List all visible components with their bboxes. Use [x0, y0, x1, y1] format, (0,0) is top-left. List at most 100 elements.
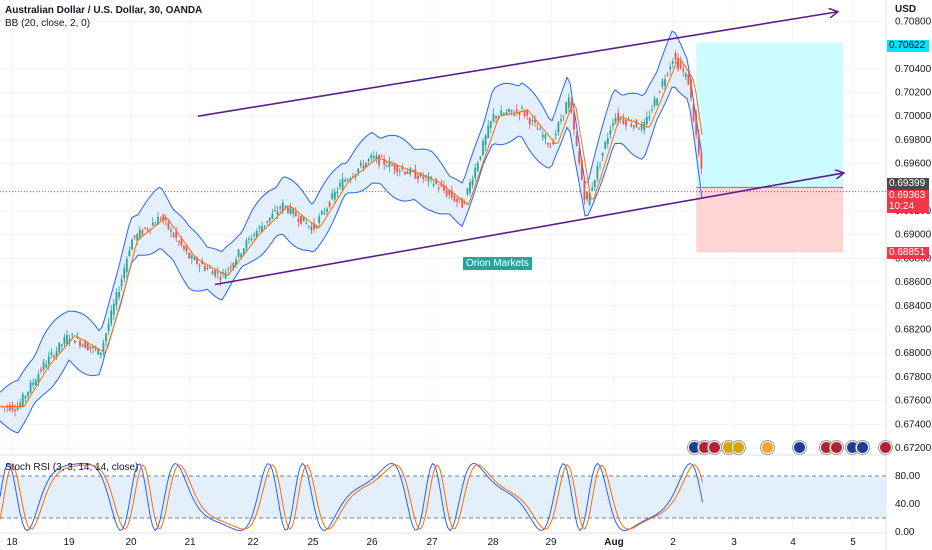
currency-label[interactable]: USD: [895, 4, 917, 15]
candle-body: [435, 179, 438, 184]
candle-body: [331, 193, 334, 199]
candle-body: [185, 246, 188, 252]
candle-body: [500, 110, 503, 115]
candle-body: [630, 124, 633, 127]
candle-body: [346, 179, 349, 181]
candle-body: [248, 238, 250, 240]
candle-body: [414, 169, 417, 179]
candle-body: [515, 109, 518, 112]
candle-body: [29, 382, 32, 393]
candle-body: [508, 108, 510, 113]
candle-body: [393, 163, 396, 170]
candle-body: [242, 248, 245, 254]
candle-body: [214, 270, 217, 277]
candle-body: [567, 97, 570, 108]
candle-body: [149, 228, 152, 230]
x-tick-label: 29: [545, 537, 557, 548]
candle-body: [284, 205, 287, 207]
candle-body: [586, 191, 588, 200]
candle-body: [669, 66, 672, 70]
candle-body: [398, 170, 401, 172]
candle-body: [63, 337, 66, 345]
event-flag-icon[interactable]: [879, 441, 892, 454]
candle-body: [362, 165, 365, 168]
stoch-rsi-legend[interactable]: Stoch RSI (3, 3, 14, 14, close): [5, 462, 139, 473]
stoch-tick-label: 0.00: [895, 527, 915, 538]
candle-body: [68, 339, 71, 343]
candle-body: [229, 266, 232, 268]
candle-body: [32, 382, 35, 386]
candle-body: [175, 231, 178, 238]
candle-body: [604, 141, 607, 149]
y-tick-label: 0.67600: [895, 396, 932, 407]
candle-body: [591, 187, 594, 191]
candle-body: [388, 161, 391, 168]
bollinger-fill: [0, 31, 702, 433]
candle-body: [19, 402, 22, 408]
candle-body: [224, 272, 227, 279]
candle-body: [281, 202, 284, 211]
event-flag-icon[interactable]: [830, 441, 843, 454]
candle-body: [112, 303, 115, 315]
candle-body: [133, 235, 136, 238]
candle-body: [237, 249, 240, 257]
candle-body: [261, 226, 263, 233]
stop-price-tag: 0.68851: [887, 247, 929, 259]
candle-body: [310, 226, 313, 230]
candle-body: [105, 333, 107, 342]
candle-body: [578, 151, 581, 163]
candle-body: [695, 113, 698, 135]
candle-body: [596, 165, 599, 180]
candle-body: [627, 120, 630, 122]
candle-body: [471, 179, 474, 186]
candle-body: [151, 222, 154, 226]
event-flag-icon[interactable]: [761, 441, 774, 454]
candle-body: [534, 119, 536, 123]
y-tick-label: 0.69600: [895, 159, 932, 170]
candle-body: [146, 229, 149, 231]
candle-body: [565, 102, 568, 115]
candle-body: [625, 120, 627, 126]
x-tick-label: 25: [307, 537, 319, 548]
candle-body: [89, 346, 92, 349]
candle-body: [341, 178, 344, 190]
last-price-tag: 0.69399: [887, 178, 929, 190]
event-flag-icon[interactable]: [856, 441, 869, 454]
candle-body: [201, 260, 204, 265]
candle-body: [167, 221, 170, 229]
x-tick-label: 5: [850, 537, 856, 548]
y-tick-label: 0.69800: [895, 135, 932, 146]
candle-body: [648, 116, 651, 119]
candle-body: [300, 215, 302, 224]
candle-body: [302, 216, 305, 222]
y-tick-label: 0.68000: [895, 348, 932, 359]
event-flag-icon[interactable]: [732, 441, 745, 454]
x-tick-label: 22: [247, 537, 259, 548]
candle-body: [170, 229, 172, 232]
bollinger-legend[interactable]: BB (20, close, 2, 0): [5, 18, 91, 29]
candle-body: [549, 146, 552, 148]
candle-body: [313, 223, 315, 230]
candle-body: [445, 190, 448, 196]
candle-body: [318, 216, 321, 223]
candle-body: [409, 168, 412, 175]
candle-body: [593, 179, 596, 188]
candle-body: [115, 292, 118, 306]
candle-body: [443, 185, 445, 191]
candle-body: [21, 394, 24, 407]
candle-body: [99, 352, 102, 356]
event-flag-icon[interactable]: [793, 441, 806, 454]
event-flag-icon[interactable]: [708, 441, 721, 454]
candle-body: [617, 112, 620, 121]
candle-body: [253, 234, 256, 236]
candle-body: [432, 184, 435, 186]
candle-body: [609, 130, 612, 135]
candle-body: [216, 272, 219, 274]
candle-body: [606, 138, 609, 144]
candle-body: [344, 179, 347, 182]
candle-body: [352, 176, 354, 178]
candle-body: [323, 212, 326, 214]
candle-body: [489, 120, 492, 129]
x-tick-label: 21: [184, 537, 196, 548]
